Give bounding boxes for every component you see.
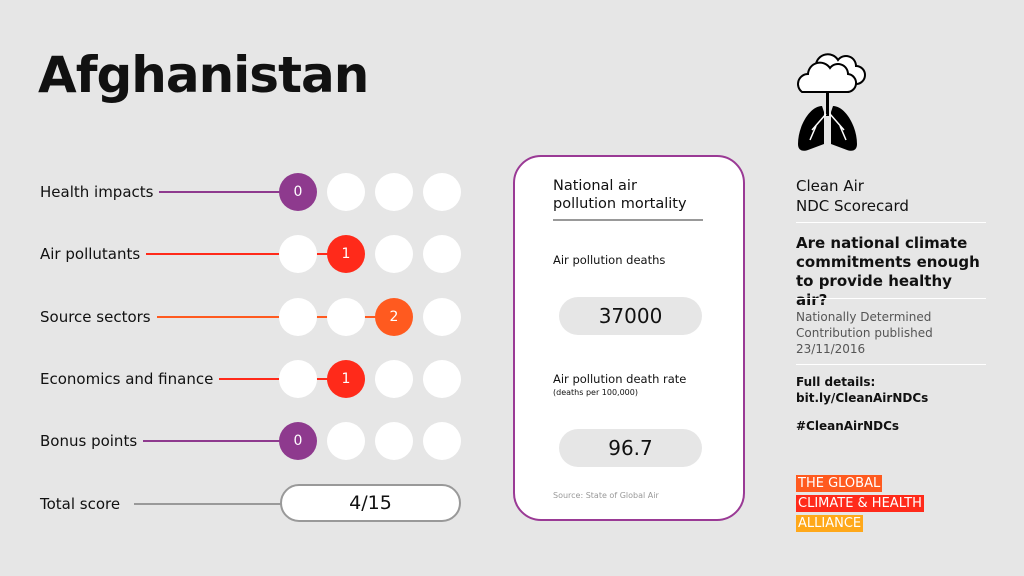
score-row: Economics and finance 1 xyxy=(0,359,480,399)
connector-line xyxy=(120,440,289,442)
total-score-label: Total score xyxy=(40,495,127,513)
rate-unit: (deaths per 100,000) xyxy=(553,388,638,397)
score-marker: 1 xyxy=(327,235,365,273)
score-marker: 1 xyxy=(327,360,365,398)
source-note: Source: State of Global Air xyxy=(553,491,659,500)
ndc-line-2: Contribution published xyxy=(796,326,933,340)
rate-label: Air pollution death rate xyxy=(553,372,687,386)
category-label: Source sectors xyxy=(40,308,157,326)
total-score-row: Total score xyxy=(0,483,480,523)
logo-line-3: ALLIANCE xyxy=(796,515,864,532)
score-slot xyxy=(327,173,365,211)
score-slot xyxy=(423,298,461,336)
score-slot xyxy=(423,360,461,398)
details-link[interactable]: bit.ly/CleanAirNDCs xyxy=(796,391,929,405)
total-score-value: 4/15 xyxy=(280,484,461,522)
divider xyxy=(796,298,986,299)
score-slot xyxy=(375,360,413,398)
mortality-card: National air pollution mortality Air pol… xyxy=(513,155,745,521)
score-slot xyxy=(279,235,317,273)
connector-line xyxy=(134,503,284,505)
score-slot xyxy=(375,173,413,211)
details: Full details: bit.ly/CleanAirNDCs #Clean… xyxy=(796,374,986,434)
question: Are national climate commitments enough … xyxy=(796,234,980,309)
score-slot xyxy=(327,298,365,336)
deaths-value: 37000 xyxy=(559,297,702,335)
connector-line xyxy=(120,316,385,318)
details-label: Full details: xyxy=(796,375,876,389)
rate-value: 96.7 xyxy=(559,429,702,467)
score-row: Health impacts 0 xyxy=(0,172,480,212)
card-heading: National air pollution mortality xyxy=(553,177,703,221)
category-label: Health impacts xyxy=(40,183,160,201)
divider xyxy=(796,364,986,365)
scorecard-title: Clean Air NDC Scorecard xyxy=(796,176,986,216)
score-slot xyxy=(327,422,365,460)
category-label: Bonus points xyxy=(40,432,144,450)
score-marker: 0 xyxy=(279,422,317,460)
hashtag: #CleanAirNDCs xyxy=(796,419,900,433)
ndc-info: Nationally Determined Contribution publi… xyxy=(796,309,986,357)
deaths-label: Air pollution deaths xyxy=(553,253,666,267)
cloud-lungs-icon xyxy=(797,53,866,151)
connector-line xyxy=(120,378,337,380)
ndc-date: 23/11/2016 xyxy=(796,342,866,356)
ndc-line-1: Nationally Determined xyxy=(796,310,932,324)
connector-line xyxy=(120,253,337,255)
score-slot xyxy=(423,235,461,273)
alliance-logo: THE GLOBAL CLIMATE & HEALTH ALLIANCE xyxy=(796,472,986,532)
score-slot xyxy=(279,298,317,336)
category-label: Air pollutants xyxy=(40,245,147,263)
category-label: Economics and finance xyxy=(40,370,220,388)
score-row: Bonus points 0 xyxy=(0,421,480,461)
connector-line xyxy=(120,191,289,193)
title-line-2: NDC Scorecard xyxy=(796,197,909,215)
score-marker: 2 xyxy=(375,298,413,336)
score-marker: 0 xyxy=(279,173,317,211)
score-slot xyxy=(375,422,413,460)
score-slot xyxy=(423,173,461,211)
logo-line-1: THE GLOBAL xyxy=(796,475,883,492)
country-title: Afghanistan xyxy=(38,46,369,104)
score-slot xyxy=(375,235,413,273)
score-row: Air pollutants 1 xyxy=(0,234,480,274)
score-slot xyxy=(423,422,461,460)
score-row: Source sectors 2 xyxy=(0,297,480,337)
score-slot xyxy=(279,360,317,398)
divider xyxy=(796,222,986,223)
logo-line-2: CLIMATE & HEALTH xyxy=(796,495,924,512)
title-line-1: Clean Air xyxy=(796,177,864,195)
